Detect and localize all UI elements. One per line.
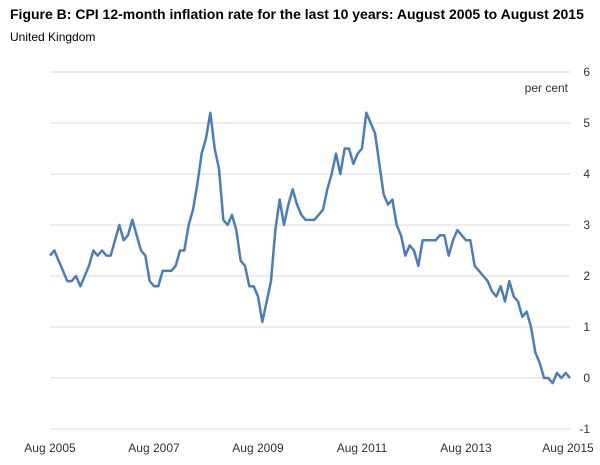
y-axis-tick-labels: -1 0 1 2 3 4 5 6	[579, 65, 590, 436]
chart-title: Figure B: CPI 12-month inflation rate fo…	[10, 6, 584, 22]
x-tick-label: Aug 2013	[440, 441, 492, 455]
x-tick-label: Aug 2011	[337, 441, 388, 455]
y-tick-label: 2	[583, 269, 590, 283]
y-tick-label: 4	[583, 167, 590, 181]
gridlines	[50, 71, 570, 430]
y-tick-label: 6	[583, 65, 590, 79]
x-tick-label: Aug 2015	[542, 441, 594, 455]
chart-subtitle: United Kingdom	[10, 30, 96, 44]
y-tick-label: 0	[583, 371, 590, 385]
x-tick-label: Aug 2007	[128, 441, 180, 455]
y-tick-label: 3	[583, 218, 590, 232]
unit-label: per cent	[525, 81, 569, 95]
x-axis-tick-labels: Aug 2005 Aug 2007 Aug 2009 Aug 2011 Aug 2013…	[24, 441, 594, 455]
x-tick-label: Aug 2009	[232, 441, 284, 455]
series-group	[49, 111, 571, 385]
y-tick-label: 1	[583, 320, 590, 334]
x-tick-label: Aug 2005	[24, 441, 76, 455]
y-tick-label: -1	[579, 422, 590, 436]
series-line-cpi	[49, 111, 571, 385]
y-tick-label: 5	[583, 116, 590, 130]
